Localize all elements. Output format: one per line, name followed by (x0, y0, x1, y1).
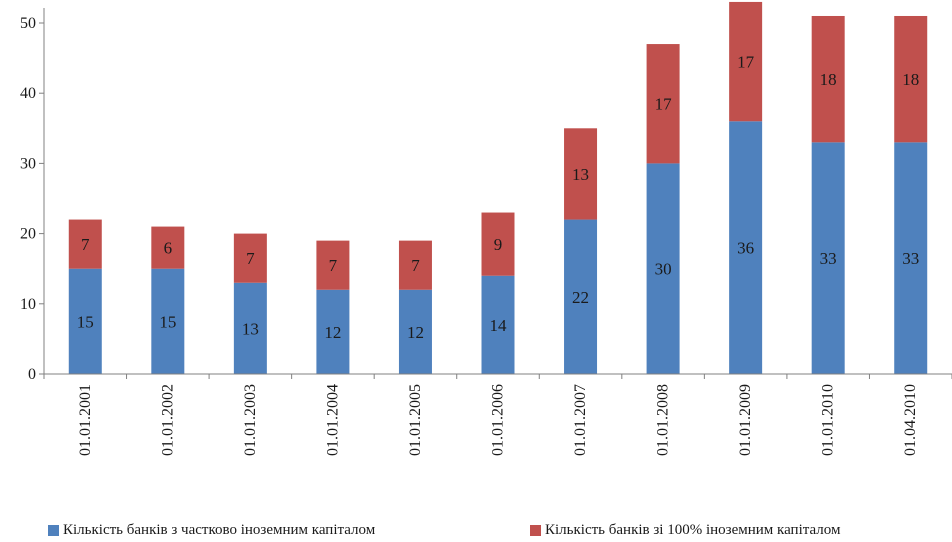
bar-full-foreign (398, 240, 432, 290)
data-label-full-foreign: 18 (902, 70, 919, 89)
x-tick-label: 01.01.2010 (820, 384, 837, 456)
data-label-partial-foreign: 22 (572, 288, 589, 307)
x-tick-label: 01.04.2010 (902, 384, 919, 456)
data-label-full-foreign: 7 (329, 256, 338, 275)
bar-partial-foreign (398, 289, 432, 374)
x-tick-label: 01.01.2004 (324, 384, 341, 456)
bar-full-foreign (811, 15, 845, 143)
y-tick-label: 40 (20, 85, 36, 102)
x-axis: 01.01.2001 01.01.2002 01.01.2003 01.01.2004… (43, 373, 952, 456)
bar-full-foreign (316, 240, 350, 290)
bar-full-foreign (894, 15, 928, 143)
data-label-full-foreign: 17 (737, 53, 755, 72)
x-tick-label: 01.01.2001 (77, 384, 94, 456)
data-label-partial-foreign: 36 (737, 239, 754, 258)
data-label-partial-foreign: 15 (159, 312, 176, 331)
data-label-partial-foreign: 12 (324, 323, 341, 342)
bar-partial-foreign (68, 268, 102, 374)
data-label-partial-foreign: 33 (902, 249, 919, 268)
y-tick-label: 50 (20, 15, 36, 32)
data-label-partial-foreign: 13 (242, 319, 259, 338)
data-label-full-foreign: 7 (81, 235, 90, 254)
bar-partial-foreign (646, 163, 680, 374)
bar-partial-foreign (233, 282, 267, 374)
bar-partial-foreign (481, 275, 515, 374)
x-tick-label: 01.01.2005 (407, 384, 424, 456)
bar-full-foreign (68, 219, 102, 269)
y-tick-label: 30 (20, 155, 36, 172)
data-label-full-foreign: 18 (820, 70, 837, 89)
legend-label-full-foreign: Кількість банків зі 100% іноземним капіт… (545, 522, 841, 538)
legend: Кількість банків з частково іноземним ка… (0, 522, 952, 542)
bars-group: 15 7 15 6 13 7 12 7 12 7 14 9 22 13 30 17 36 17 33 18 33 18 (68, 1, 928, 374)
x-tick-label: 01.01.2007 (572, 384, 589, 456)
bar-partial-foreign (564, 219, 598, 374)
x-tick-label: 01.01.2008 (655, 384, 672, 456)
x-tick-label: 01.01.2006 (490, 384, 507, 456)
bar-full-foreign (646, 44, 680, 164)
legend-item-partial-foreign: Кількість банків з частково іноземним ка… (48, 522, 375, 539)
bar-full-foreign (481, 212, 515, 276)
data-label-full-foreign: 9 (494, 235, 503, 254)
x-tick-label: 01.01.2009 (737, 384, 754, 456)
data-label-partial-foreign: 14 (490, 316, 508, 335)
x-tick-label: 01.01.2002 (159, 384, 176, 456)
data-label-full-foreign: 6 (164, 239, 173, 258)
data-label-full-foreign: 7 (411, 256, 420, 275)
x-tick-label: 01.01.2003 (242, 384, 259, 456)
bar-partial-foreign (151, 268, 185, 374)
bar-full-foreign (729, 1, 763, 122)
bar-partial-foreign (894, 142, 928, 374)
bar-partial-foreign (729, 121, 763, 374)
legend-item-full-foreign: Кількість банків зі 100% іноземним капіт… (530, 522, 840, 539)
legend-swatch-partial-foreign (48, 525, 59, 536)
data-label-full-foreign: 13 (572, 165, 589, 184)
data-label-full-foreign: 7 (246, 249, 255, 268)
legend-swatch-full-foreign (530, 525, 541, 536)
bar-full-foreign (151, 226, 185, 269)
data-label-partial-foreign: 12 (407, 323, 424, 342)
bar-full-foreign (564, 128, 598, 220)
data-label-full-foreign: 17 (655, 95, 673, 114)
bar-partial-foreign (316, 289, 350, 374)
y-tick-label: 20 (20, 226, 36, 243)
bar-partial-foreign (811, 142, 845, 374)
legend-label-partial-foreign: Кількість банків з частково іноземним ка… (63, 522, 376, 538)
data-label-partial-foreign: 15 (77, 312, 94, 331)
y-axis: 0 10 20 30 40 50 (20, 8, 45, 383)
y-tick-label: 0 (28, 366, 36, 383)
data-label-partial-foreign: 33 (820, 249, 837, 268)
y-tick-label: 10 (20, 296, 36, 313)
bar-full-foreign (233, 233, 267, 283)
data-label-partial-foreign: 30 (655, 260, 672, 279)
